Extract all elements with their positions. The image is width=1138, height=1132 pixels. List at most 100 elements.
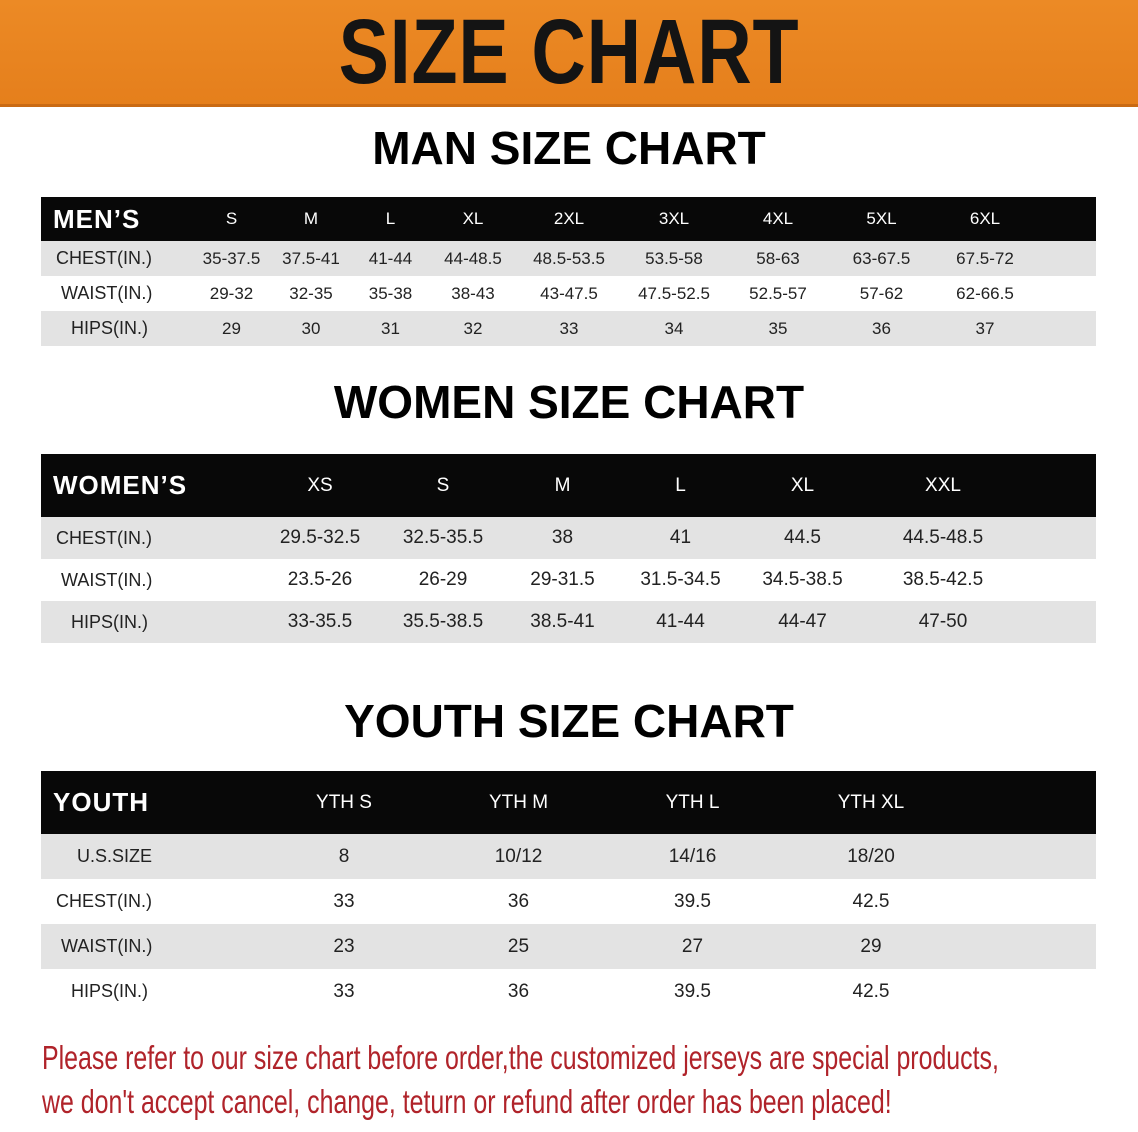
measurement-label: HIPS(IN.) <box>71 318 149 338</box>
table-row: CHEST(IN.) 33 36 39.5 42.5 <box>41 879 1096 924</box>
women-header-row: WOMEN’S XS S M L XL XXL <box>41 454 1096 517</box>
measurement-value: 44.5 <box>784 527 821 548</box>
measurement-value: 35-37.5 <box>202 248 261 268</box>
measurement-value: 35.5-38.5 <box>402 611 484 632</box>
measurement-value: 42.5 <box>852 980 890 1002</box>
measurement-value: 53.5-58 <box>645 248 703 268</box>
size-header: M <box>554 474 571 496</box>
size-header: YTH L <box>665 791 720 813</box>
measurement-value: 31 <box>381 318 400 338</box>
measurement-value: 47.5-52.5 <box>638 283 710 303</box>
measurement-value: 33 <box>333 980 355 1002</box>
measurement-value: 33 <box>559 318 579 338</box>
measurement-value: 32.5-35.5 <box>402 527 484 548</box>
measurement-value: 25 <box>507 935 530 957</box>
table-row: HIPS(IN.) 29 30 31 32 33 34 35 36 37 <box>41 311 1096 346</box>
measurement-value: 47-50 <box>918 611 968 632</box>
notice-line-1: Please refer to our size chart before or… <box>42 1039 999 1076</box>
table-row: U.S.SIZE 8 10/12 14/16 18/20 <box>41 834 1096 879</box>
measurement-label: HIPS(IN.) <box>71 981 149 1001</box>
measurement-value: 29 <box>222 318 241 338</box>
size-header: M <box>303 209 319 228</box>
women-size-table: WOMEN’S XS S M L XL XXL CHEST(IN.) 29.5-32.5 32.5… <box>41 454 1096 643</box>
measurement-value: 42.5 <box>852 890 890 912</box>
measurement-value: 8 <box>338 845 350 867</box>
measurement-value: 44-47 <box>778 611 827 632</box>
measurement-label: U.S.SIZE <box>77 846 153 866</box>
youth-header-label: YOUTH <box>53 787 149 817</box>
measurement-value: 48.5-53.5 <box>533 248 605 268</box>
size-header: XL <box>790 474 815 496</box>
size-header: 5XL <box>866 209 897 228</box>
size-header: L <box>675 474 686 496</box>
measurement-value: 33 <box>333 890 355 912</box>
youth-size-table: YOUTH YTH S YTH M YTH L YTH XL U.S.SIZE 8 10/12… <box>41 771 1096 1014</box>
measurement-value: 23 <box>333 935 355 957</box>
measurement-label: WAIST(IN.) <box>61 936 153 956</box>
youth-section-title: YOUTH SIZE CHART <box>344 695 794 747</box>
table-row: CHEST(IN.) 35-37.5 37.5-41 41-44 44-48.5 48.5… <box>41 241 1096 276</box>
measurement-value: 39.5 <box>674 890 711 912</box>
measurement-value: 35 <box>768 318 788 338</box>
measurement-value: 29-32 <box>209 283 254 303</box>
table-row: WAIST(IN.) 23.5-26 26-29 29-31.5 31.5-34.5 34… <box>41 559 1096 601</box>
size-header: XL <box>462 209 484 228</box>
measurement-value: 29-31.5 <box>530 569 595 590</box>
table-row: HIPS(IN.) 33-35.5 35.5-38.5 38.5-41 41-44 44-… <box>41 601 1096 643</box>
measurement-value: 67.5-72 <box>956 248 1014 268</box>
measurement-value: 32-35 <box>289 283 333 303</box>
measurement-value: 23.5-26 <box>287 569 353 590</box>
measurement-value: 58-63 <box>756 248 800 268</box>
measurement-label: CHEST(IN.) <box>56 891 152 911</box>
measurement-label: WAIST(IN.) <box>61 283 153 303</box>
measurement-value: 33-35.5 <box>287 611 353 632</box>
measurement-value: 29 <box>860 935 882 957</box>
youth-header-row: YOUTH YTH S YTH M YTH L YTH XL <box>41 771 1096 834</box>
banner-title: SIZE CHART <box>338 1 800 103</box>
measurement-value: 27 <box>681 935 704 957</box>
men-section-title: MAN SIZE CHART <box>372 122 766 174</box>
measurement-value: 38.5-42.5 <box>902 569 984 590</box>
measurement-value: 38 <box>551 527 574 548</box>
measurement-value: 37 <box>975 318 995 338</box>
measurement-value: 41-44 <box>656 611 705 632</box>
measurement-value: 30 <box>301 318 321 338</box>
measurement-value: 38.5-41 <box>530 611 595 632</box>
measurement-value: 43-47.5 <box>540 283 598 303</box>
size-header: YTH M <box>488 791 549 813</box>
measurement-value: 34 <box>664 318 684 338</box>
measurement-label: HIPS(IN.) <box>71 611 149 632</box>
size-header: 6XL <box>969 209 1001 228</box>
measurement-value: 29.5-32.5 <box>279 527 361 548</box>
measurement-value: 32 <box>463 318 483 338</box>
men-header-row: MEN’S S M L XL 2XL 3XL 4XL 5XL 6XL <box>41 197 1096 241</box>
notice-line-2: we don't accept cancel, change, teturn o… <box>42 1083 892 1120</box>
measurement-value: 31.5-34.5 <box>640 569 721 590</box>
size-header: 3XL <box>658 209 690 228</box>
measurement-value: 35-38 <box>368 283 413 303</box>
measurement-label: WAIST(IN.) <box>61 569 153 590</box>
measurement-value: 62-66.5 <box>956 283 1014 303</box>
size-header: S <box>436 474 450 496</box>
size-header: S <box>225 209 238 228</box>
measurement-value: 18/20 <box>847 845 895 867</box>
measurement-label: CHEST(IN.) <box>56 527 152 548</box>
measurement-value: 41-44 <box>368 248 413 268</box>
table-row: WAIST(IN.) 23 25 27 29 <box>41 924 1096 969</box>
measurement-value: 37.5-41 <box>282 248 340 268</box>
measurement-value: 26-29 <box>418 569 468 590</box>
table-row: WAIST(IN.) 29-32 32-35 35-38 38-43 43-47.5 47.… <box>41 276 1096 311</box>
size-header: YTH XL <box>837 791 905 813</box>
size-header: 4XL <box>762 209 794 228</box>
women-section-title: WOMEN SIZE CHART <box>333 376 805 428</box>
measurement-value: 44-48.5 <box>444 248 502 268</box>
size-header: XXL <box>925 474 961 496</box>
measurement-value: 36 <box>872 318 891 338</box>
measurement-value: 38-43 <box>451 283 495 303</box>
measurement-label: CHEST(IN.) <box>56 248 152 268</box>
measurement-value: 39.5 <box>674 980 711 1002</box>
size-header: L <box>385 209 396 228</box>
women-header-label: WOMEN’S <box>53 470 188 500</box>
size-header: YTH S <box>316 791 372 813</box>
men-size-table: MEN’S S M L XL 2XL 3XL 4XL 5XL 6XL CHEST(IN.) 35-37… <box>41 197 1096 346</box>
